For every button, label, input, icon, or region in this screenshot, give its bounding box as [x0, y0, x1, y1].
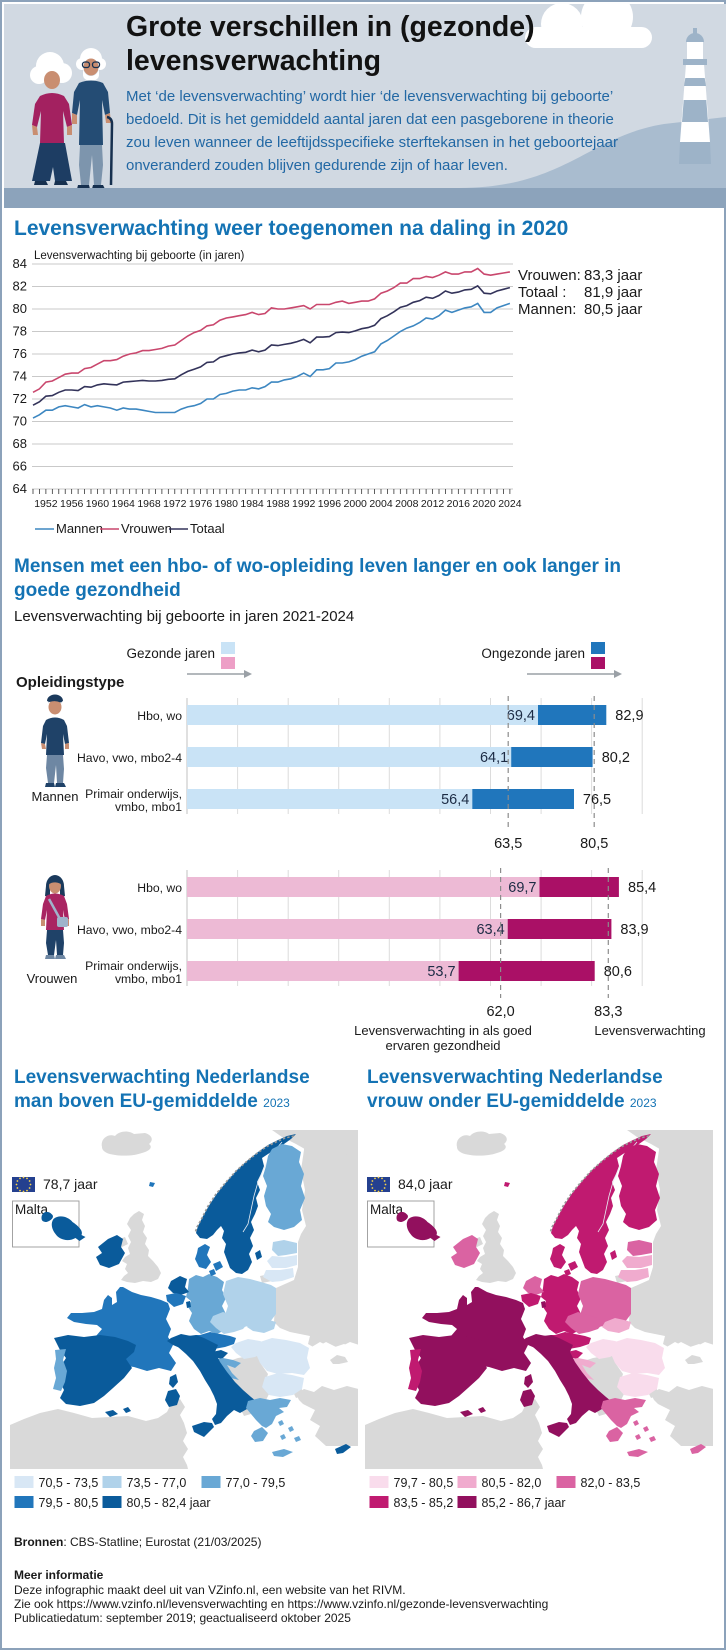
svg-text:Vrouwen:: Vrouwen:	[518, 267, 581, 284]
svg-text:1964: 1964	[112, 498, 136, 510]
svg-text:68: 68	[13, 436, 27, 451]
svg-text:83,9: 83,9	[620, 922, 648, 938]
svg-text:Mannen: Mannen	[56, 521, 103, 536]
svg-text:1968: 1968	[137, 498, 161, 510]
svg-text:Vrouwen: Vrouwen	[121, 521, 172, 536]
svg-text:Levensverwachting bij geboorte: Levensverwachting bij geboorte (in jaren…	[34, 250, 244, 262]
svg-text:79,5 - 80,5: 79,5 - 80,5	[39, 1496, 99, 1510]
svg-text:74: 74	[13, 369, 27, 384]
svg-text:62,0: 62,0	[486, 1004, 514, 1020]
svg-text:vmbo, mbo1: vmbo, mbo1	[115, 800, 182, 814]
svg-text:63,5: 63,5	[494, 836, 522, 852]
svg-text:1972: 1972	[163, 498, 187, 510]
svg-text:Opleidingstype: Opleidingstype	[16, 674, 124, 691]
svg-text:70: 70	[13, 414, 27, 429]
svg-text:77,0 - 79,5: 77,0 - 79,5	[226, 1476, 286, 1490]
svg-text:82,0 - 83,5: 82,0 - 83,5	[581, 1476, 641, 1490]
svg-text:vmbo, mbo1: vmbo, mbo1	[115, 972, 182, 986]
svg-text:2008: 2008	[395, 498, 419, 510]
svg-text:80: 80	[13, 301, 27, 316]
svg-text:64,1: 64,1	[480, 750, 508, 766]
svg-text:84: 84	[13, 256, 27, 271]
svg-text:2000: 2000	[344, 498, 368, 510]
svg-text:1960: 1960	[86, 498, 110, 510]
svg-text:83,5 - 85,2: 83,5 - 85,2	[394, 1496, 454, 1510]
svg-text:Malta: Malta	[15, 1202, 49, 1217]
svg-text:Havo, vwo, mbo2-4: Havo, vwo, mbo2-4	[77, 923, 182, 937]
svg-text:1976: 1976	[189, 498, 213, 510]
svg-text:70,5 - 73,5: 70,5 - 73,5	[39, 1476, 99, 1490]
svg-text:2024: 2024	[498, 498, 522, 510]
svg-text:64: 64	[13, 481, 27, 496]
svg-text:Totaal :: Totaal :	[518, 284, 566, 301]
svg-text:Totaal: Totaal	[190, 521, 225, 536]
svg-text:76,5: 76,5	[583, 792, 611, 808]
svg-text:63,4: 63,4	[476, 922, 504, 938]
svg-text:83,3: 83,3	[594, 1004, 622, 1020]
svg-text:82: 82	[13, 279, 27, 294]
svg-text:2016: 2016	[447, 498, 471, 510]
svg-text:1952: 1952	[34, 498, 58, 510]
svg-text:79,7 - 80,5: 79,7 - 80,5	[394, 1476, 454, 1490]
svg-text:80,2: 80,2	[602, 750, 630, 766]
svg-text:Primair onderwijs,: Primair onderwijs,	[85, 959, 182, 973]
svg-text:2012: 2012	[421, 498, 445, 510]
svg-text:1988: 1988	[266, 498, 290, 510]
svg-text:85,2 - 86,7 jaar: 85,2 - 86,7 jaar	[482, 1496, 566, 1510]
svg-text:1992: 1992	[292, 498, 316, 510]
svg-text:2004: 2004	[369, 498, 393, 510]
svg-text:80,5 - 82,4 jaar: 80,5 - 82,4 jaar	[127, 1496, 211, 1510]
svg-text:Malta: Malta	[370, 1202, 404, 1217]
svg-text:66: 66	[13, 459, 27, 474]
svg-text:1956: 1956	[60, 498, 84, 510]
svg-text:72: 72	[13, 391, 27, 406]
svg-text:1984: 1984	[240, 498, 264, 510]
svg-text:84,0 jaar: 84,0 jaar	[398, 1176, 453, 1192]
svg-text:Ongezonde jaren: Ongezonde jaren	[481, 646, 585, 661]
svg-text:78: 78	[13, 324, 27, 339]
svg-text:85,4: 85,4	[628, 880, 656, 896]
svg-text:80,5 - 82,0: 80,5 - 82,0	[482, 1476, 542, 1490]
svg-text:2020: 2020	[472, 498, 496, 510]
svg-text:73,5 - 77,0: 73,5 - 77,0	[127, 1476, 187, 1490]
svg-text:78,7 jaar: 78,7 jaar	[43, 1176, 98, 1192]
svg-text:Levensverwachting in als goed: Levensverwachting in als goed	[354, 1023, 532, 1038]
svg-text:83,3 jaar: 83,3 jaar	[584, 267, 642, 284]
svg-text:69,7: 69,7	[508, 880, 536, 896]
svg-text:80,5 jaar: 80,5 jaar	[584, 301, 642, 318]
svg-text:Mannen:: Mannen:	[518, 301, 576, 318]
svg-text:80,6: 80,6	[604, 964, 632, 980]
svg-text:Gezonde jaren: Gezonde jaren	[126, 646, 215, 661]
svg-text:69,4: 69,4	[507, 708, 535, 724]
svg-text:Vrouwen: Vrouwen	[27, 971, 78, 986]
svg-text:81,9 jaar: 81,9 jaar	[584, 284, 642, 301]
svg-text:Primair onderwijs,: Primair onderwijs,	[85, 787, 182, 801]
svg-text:53,7: 53,7	[427, 964, 455, 980]
svg-text:Hbo, wo: Hbo, wo	[137, 709, 182, 723]
svg-text:82,9: 82,9	[615, 708, 643, 724]
svg-text:Hbo, wo: Hbo, wo	[137, 881, 182, 895]
svg-text:1996: 1996	[318, 498, 342, 510]
svg-text:76: 76	[13, 346, 27, 361]
svg-text:Levensverwachting: Levensverwachting	[594, 1023, 705, 1038]
svg-text:80,5: 80,5	[580, 836, 608, 852]
svg-text:56,4: 56,4	[441, 792, 469, 808]
svg-text:Havo, vwo, mbo2-4: Havo, vwo, mbo2-4	[77, 751, 182, 765]
svg-text:Mannen: Mannen	[32, 789, 79, 804]
svg-text:ervaren gezondheid: ervaren gezondheid	[386, 1038, 501, 1053]
svg-text:1980: 1980	[215, 498, 239, 510]
